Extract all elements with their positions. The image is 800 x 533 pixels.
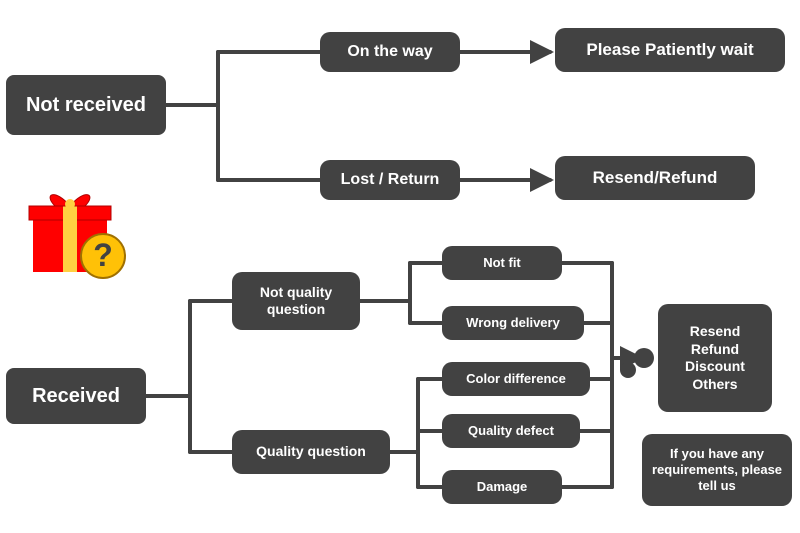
label: Please Patiently wait: [586, 39, 753, 60]
node-not-quality: Not quality question: [232, 272, 360, 330]
node-damage: Damage: [442, 470, 562, 504]
label: Damage: [477, 479, 528, 495]
label: Quality question: [256, 443, 366, 461]
label: Received: [32, 384, 120, 409]
label: Not received: [26, 93, 146, 118]
node-resend-refund-top: Resend/Refund: [555, 156, 755, 200]
label: Not quality question: [240, 284, 352, 319]
gift-icon: ?: [25, 180, 135, 295]
node-quality-defect: Quality defect: [442, 414, 580, 448]
label: If you have any requirements, please tel…: [650, 446, 784, 495]
label: Not fit: [483, 255, 521, 271]
label: Color difference: [466, 371, 566, 387]
node-outcomes: Resend Refund Discount Others: [658, 304, 772, 412]
label: Wrong delivery: [466, 315, 560, 331]
node-not-received: Not received: [6, 75, 166, 135]
node-quality: Quality question: [232, 430, 390, 474]
node-requirements: If you have any requirements, please tel…: [642, 434, 792, 506]
node-please-wait: Please Patiently wait: [555, 28, 785, 72]
node-wrong-delivery: Wrong delivery: [442, 306, 584, 340]
label: Quality defect: [468, 423, 554, 439]
node-received: Received: [6, 368, 146, 424]
svg-text:?: ?: [93, 237, 113, 273]
node-color-diff: Color difference: [442, 362, 590, 396]
node-not-fit: Not fit: [442, 246, 562, 280]
label: On the way: [347, 42, 432, 62]
label: Lost / Return: [341, 170, 440, 190]
node-on-the-way: On the way: [320, 32, 460, 72]
label: Resend Refund Discount Others: [685, 323, 745, 393]
node-lost-return: Lost / Return: [320, 160, 460, 200]
label: Resend/Refund: [593, 167, 718, 188]
